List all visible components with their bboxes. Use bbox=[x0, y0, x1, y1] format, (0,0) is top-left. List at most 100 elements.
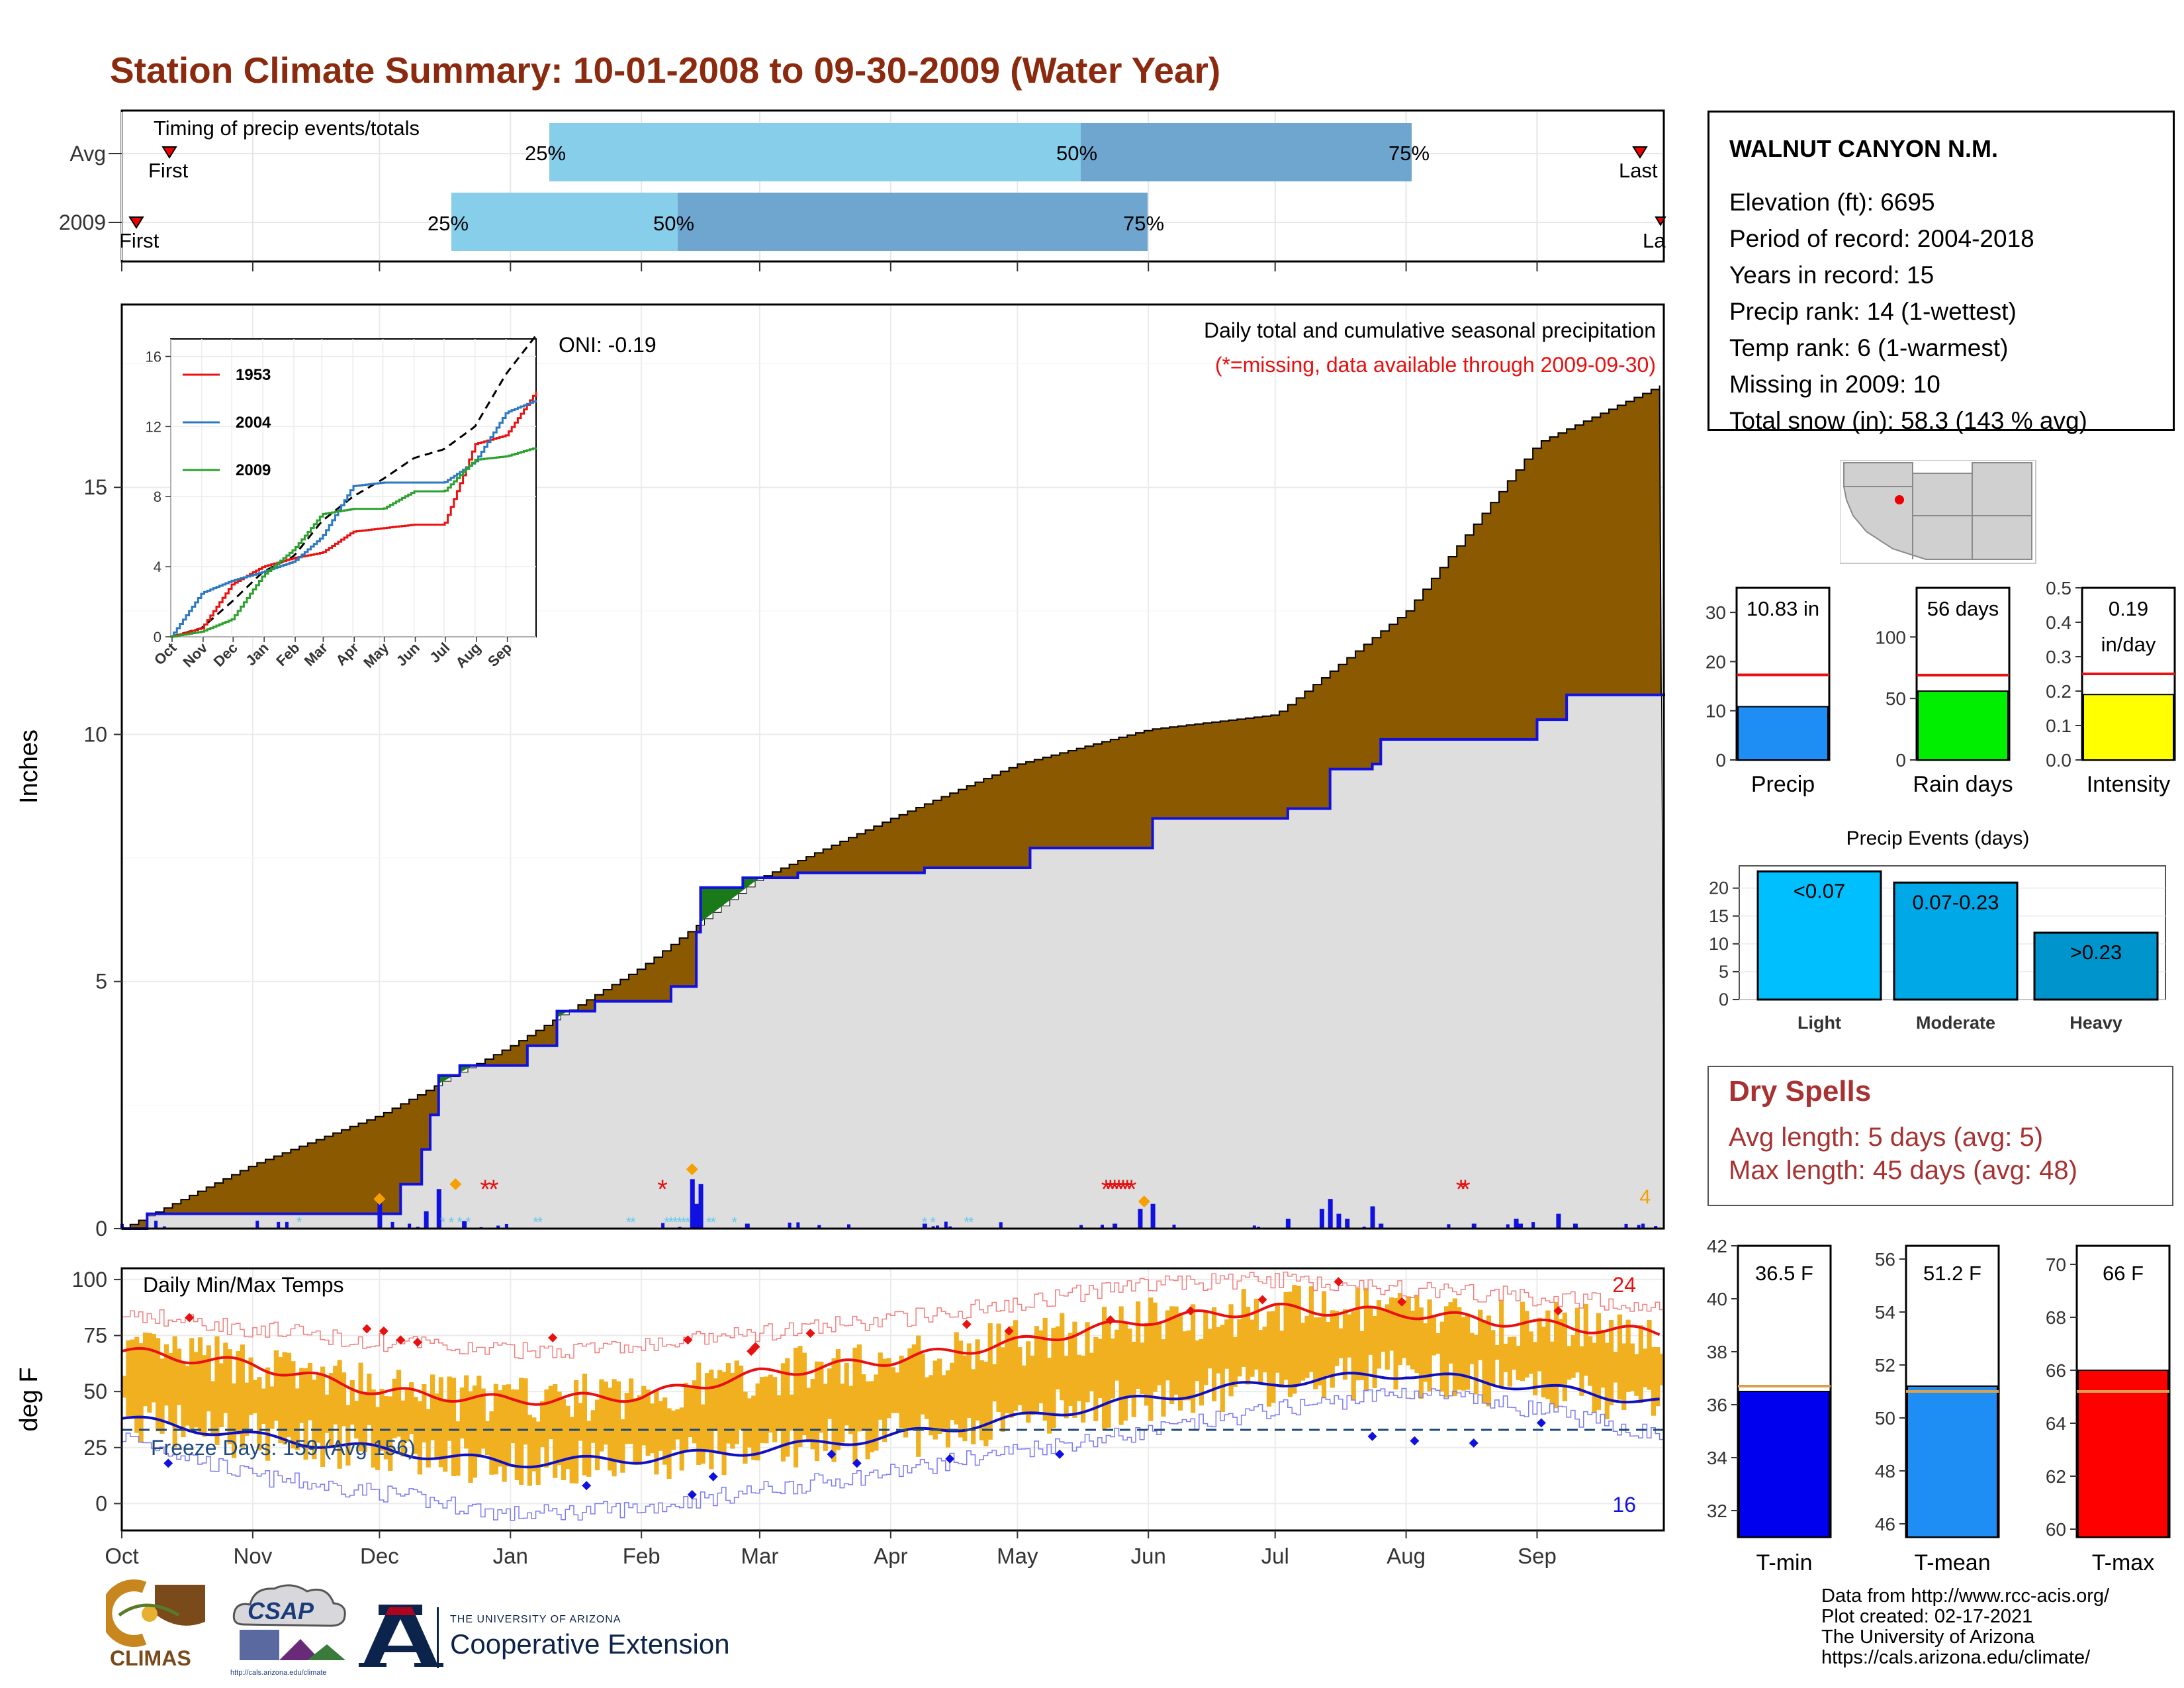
svg-text:64: 64 bbox=[2046, 1413, 2066, 1434]
first-label-avg: First bbox=[148, 159, 189, 182]
svg-text:*: * bbox=[1456, 1175, 1467, 1204]
timing-2009-bar-late bbox=[678, 193, 1148, 251]
precip-corner-count: 4 bbox=[1639, 1186, 1651, 1208]
svg-text:40: 40 bbox=[1707, 1289, 1727, 1309]
timing-row-label-2009: 2009 bbox=[59, 211, 106, 234]
svg-text:0: 0 bbox=[95, 1217, 107, 1241]
svg-text:T-mean: T-mean bbox=[1914, 1550, 1990, 1575]
svg-text:T-min: T-min bbox=[1756, 1550, 1813, 1575]
svg-text:*: * bbox=[922, 1214, 928, 1231]
svg-text:*: * bbox=[537, 1214, 543, 1231]
intensity-summary-bar bbox=[2083, 694, 2174, 761]
precip-events-chart: Precip Events (days) <0.07 Light 0.07-0.23… bbox=[1709, 827, 2166, 1033]
svg-text:*: * bbox=[676, 1214, 682, 1231]
svg-text:*: * bbox=[1101, 1175, 1112, 1204]
svg-text:20: 20 bbox=[1706, 651, 1726, 672]
freeze-days-label: Freeze Days: 159 (Avg 156) bbox=[151, 1436, 416, 1460]
svg-text:32: 32 bbox=[1707, 1501, 1727, 1521]
precip-events-bar-light bbox=[1756, 870, 1882, 1001]
station-precip-rank: Precip rank: 14 (1-wettest) bbox=[1729, 298, 2017, 325]
temp-panel-label: Daily Min/Max Temps bbox=[143, 1273, 343, 1297]
station-location-icon bbox=[1895, 495, 1904, 504]
locator-map bbox=[1840, 460, 2036, 564]
svg-text:0.07-0.23: 0.07-0.23 bbox=[1913, 890, 1999, 914]
precip-chart: * * * * * ** ** * ** ** * * * ***** ** * ******* ** 0510… bbox=[15, 303, 1665, 1241]
svg-text:5: 5 bbox=[1719, 962, 1729, 982]
dry-spells-box: Dry Spells Avg length: 5 days (avg: 5) M… bbox=[1707, 1066, 2173, 1206]
2009-p25-label: 25% bbox=[428, 212, 469, 235]
station-period: Period of record: 2004-2018 bbox=[1729, 225, 2034, 252]
svg-text:*: * bbox=[964, 1214, 970, 1231]
svg-text:36: 36 bbox=[1707, 1395, 1727, 1415]
month-tick-label: May bbox=[997, 1544, 1038, 1568]
missing-data-markers: ** * ******* ** bbox=[480, 1175, 1471, 1204]
last-marker-2009-icon bbox=[1655, 216, 1666, 226]
first-marker-2009-icon bbox=[128, 216, 144, 229]
credits: Data from http://www.rcc-acis.org/ Plot … bbox=[1821, 1586, 2109, 1668]
credit-data-source: Data from http://www.rcc-acis.org/ bbox=[1821, 1585, 2110, 1607]
svg-text:46: 46 bbox=[1875, 1514, 1895, 1534]
precip-caption: Daily total and cumulative seasonal prec… bbox=[1204, 318, 1656, 342]
tmax-summary-bar bbox=[2077, 1370, 2169, 1538]
svg-text:75: 75 bbox=[83, 1324, 107, 1348]
svg-text:10.83 in: 10.83 in bbox=[1747, 597, 1819, 620]
csap-logo: CSAP http://cals.arizona.edu/climate bbox=[230, 1584, 346, 1677]
svg-text:*: * bbox=[626, 1214, 632, 1231]
inset-series-2004 bbox=[171, 400, 537, 638]
svg-text:*: * bbox=[664, 1214, 670, 1231]
timing-label: Timing of precip events/totals bbox=[154, 117, 420, 140]
svg-text:50: 50 bbox=[1875, 1408, 1895, 1429]
month-tick-label: Jun bbox=[1131, 1544, 1166, 1568]
svg-text:*: * bbox=[1105, 1175, 1116, 1204]
avg-p50-label: 50% bbox=[1056, 142, 1097, 165]
average-min-line bbox=[121, 1372, 1660, 1469]
svg-text:10: 10 bbox=[83, 722, 107, 746]
svg-text:36.5 F: 36.5 F bbox=[1755, 1262, 1813, 1285]
svg-text:12: 12 bbox=[146, 418, 161, 435]
inset-series-1953 bbox=[171, 391, 537, 638]
cumulative-2009-area bbox=[122, 693, 1664, 1229]
dry-spells-max: Max length: 45 days (avg: 48) bbox=[1729, 1156, 2077, 1185]
svg-text:*: * bbox=[685, 1214, 691, 1231]
2009-p50-label: 50% bbox=[653, 212, 694, 235]
precip-ylabel: Inches bbox=[15, 729, 43, 804]
svg-text:10: 10 bbox=[1709, 934, 1729, 954]
rain_days-summary-bar bbox=[1917, 690, 2009, 761]
timing-row-label-avg: Avg bbox=[69, 142, 106, 165]
station-missing: Missing in 2009: 10 bbox=[1729, 371, 1940, 398]
svg-text:Light: Light bbox=[1797, 1013, 1841, 1033]
cold-record-count: 16 bbox=[1612, 1493, 1636, 1517]
cumulative-2009-line bbox=[122, 693, 1665, 1230]
daily-precip-bars: * * * * * ** ** * ** ** * * * ***** bbox=[120, 1163, 1658, 1231]
svg-text:*: * bbox=[1126, 1175, 1137, 1204]
timing-2009-bar-early bbox=[451, 193, 678, 251]
credit-university: The University of Arizona bbox=[1821, 1626, 2035, 1648]
svg-text:42: 42 bbox=[1707, 1236, 1727, 1256]
svg-text:0.3: 0.3 bbox=[2046, 647, 2071, 667]
tmean-summary-bar bbox=[1907, 1385, 1998, 1538]
svg-text:50: 50 bbox=[83, 1380, 107, 1403]
precip-events-bar-moderate bbox=[1893, 881, 2019, 1001]
month-tick-label: Nov bbox=[234, 1544, 273, 1568]
svg-text:Moderate: Moderate bbox=[1916, 1013, 1995, 1033]
dry-spells-avg: Avg length: 5 days (avg: 5) bbox=[1729, 1123, 2044, 1152]
svg-text:Rain days: Rain days bbox=[1913, 772, 2013, 797]
2009-p75-label: 75% bbox=[1123, 212, 1164, 235]
svg-text:38: 38 bbox=[1707, 1342, 1727, 1362]
svg-text:Intensity: Intensity bbox=[2087, 772, 2171, 797]
svg-text:15: 15 bbox=[1709, 906, 1729, 926]
last-label-avg: Last bbox=[1619, 159, 1658, 182]
svg-text:*: * bbox=[672, 1214, 678, 1231]
svg-text:0.19: 0.19 bbox=[2109, 597, 2148, 620]
svg-text:*: * bbox=[668, 1214, 674, 1231]
station-info-box: WALNUT CANYON N.M. Elevation (ft): 6695 … bbox=[1707, 111, 2175, 434]
svg-text:0: 0 bbox=[1719, 990, 1729, 1009]
oni-label: ONI: -0.19 bbox=[559, 333, 657, 357]
svg-text:66: 66 bbox=[2046, 1360, 2066, 1381]
ua-divider bbox=[437, 1607, 439, 1668]
first-label-2009: First bbox=[119, 229, 159, 252]
svg-text:*: * bbox=[968, 1214, 974, 1231]
svg-text:Precip: Precip bbox=[1751, 772, 1815, 797]
svg-text:0.5: 0.5 bbox=[2046, 578, 2071, 598]
month-tick-label: Oct bbox=[105, 1544, 138, 1568]
